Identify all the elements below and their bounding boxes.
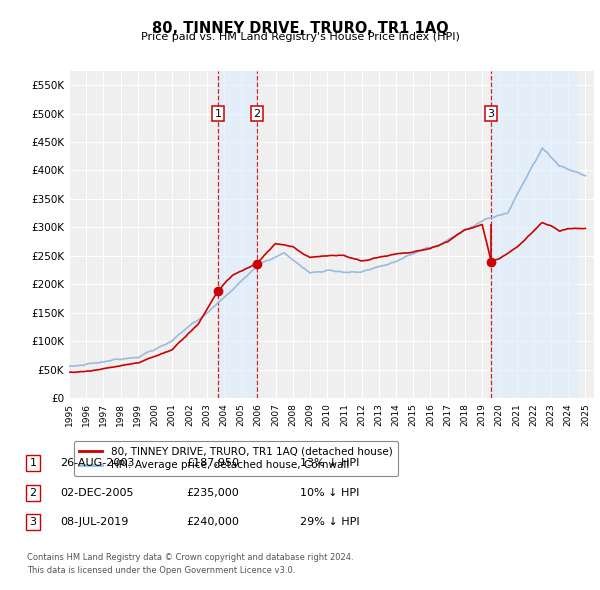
Text: 26-AUG-2003: 26-AUG-2003	[60, 458, 134, 468]
Text: This data is licensed under the Open Government Licence v3.0.: This data is licensed under the Open Gov…	[27, 566, 295, 575]
Text: 2: 2	[253, 109, 260, 119]
Text: 10% ↓ HPI: 10% ↓ HPI	[300, 488, 359, 497]
Text: 29% ↓ HPI: 29% ↓ HPI	[300, 517, 359, 527]
Text: 1: 1	[214, 109, 221, 119]
Text: Contains HM Land Registry data © Crown copyright and database right 2024.: Contains HM Land Registry data © Crown c…	[27, 553, 353, 562]
Text: £187,950: £187,950	[186, 458, 239, 468]
Text: 80, TINNEY DRIVE, TRURO, TR1 1AQ: 80, TINNEY DRIVE, TRURO, TR1 1AQ	[152, 21, 448, 35]
Text: 3: 3	[488, 109, 494, 119]
Text: 3: 3	[29, 517, 37, 527]
Text: 1: 1	[29, 458, 37, 468]
Legend: 80, TINNEY DRIVE, TRURO, TR1 1AQ (detached house), HPI: Average price, detached : 80, TINNEY DRIVE, TRURO, TR1 1AQ (detach…	[74, 441, 398, 476]
Text: 02-DEC-2005: 02-DEC-2005	[60, 488, 133, 497]
Text: £235,000: £235,000	[186, 488, 239, 497]
Text: £240,000: £240,000	[186, 517, 239, 527]
Text: 2: 2	[29, 488, 37, 497]
Text: 13% ↓ HPI: 13% ↓ HPI	[300, 458, 359, 468]
Bar	[491, 71, 577, 398]
Text: 08-JUL-2019: 08-JUL-2019	[60, 517, 128, 527]
Text: Price paid vs. HM Land Registry's House Price Index (HPI): Price paid vs. HM Land Registry's House …	[140, 32, 460, 42]
Bar	[218, 71, 257, 398]
